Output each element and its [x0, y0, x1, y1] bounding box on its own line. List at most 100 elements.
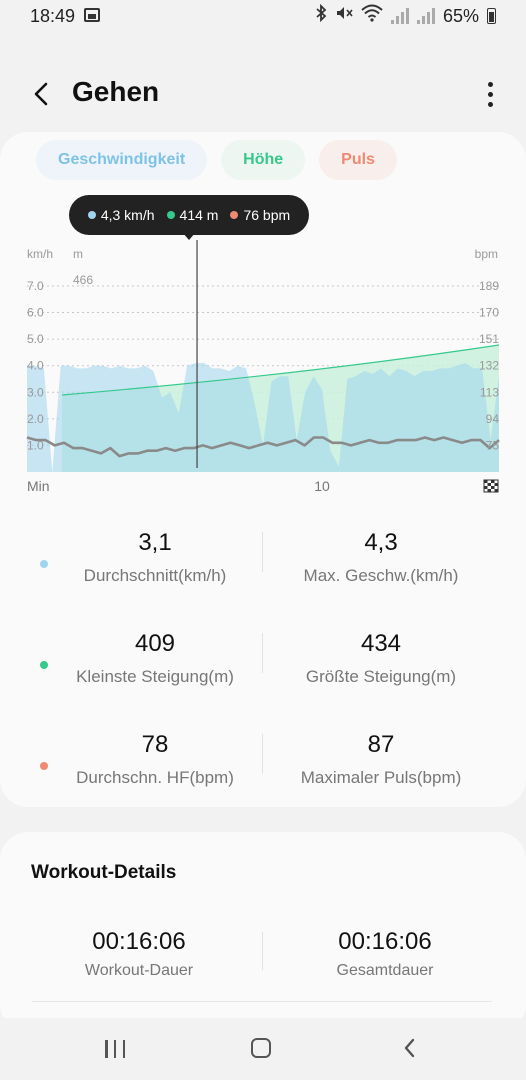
stat-row-heart-rate: 78 Durchschn. HF(bpm) 87 Maximaler Puls(… [0, 728, 526, 818]
right-tick-label: 94 [486, 412, 500, 426]
workout-duration-label: Workout-Dauer [84, 962, 194, 979]
right-tick-label: 113 [480, 385, 499, 399]
stat-label: Größte Steigung(m) [305, 667, 457, 686]
divider [262, 932, 263, 970]
tooltip-speed: 4,3 km/h [87, 207, 155, 223]
total-duration: 00:16:06 Gesamtdauer [270, 928, 500, 980]
stat-label: Kleinste Steigung(m) [76, 667, 234, 686]
left-tick-label: 7.0 [27, 279, 44, 293]
nav-back-button[interactable] [398, 1036, 422, 1060]
altitude-dot-icon [40, 661, 48, 669]
status-time: 18:49 [30, 6, 76, 26]
workout-chart-card: Geschwindigkeit Höhe Puls 4,3 km/h 414 m… [0, 132, 526, 807]
more-dot-icon [487, 101, 493, 107]
home-button[interactable] [251, 1038, 271, 1058]
system-nav-bar [0, 1018, 526, 1080]
speed-dot-icon [87, 211, 96, 219]
stat-max-speed: 4,3 Max. Geschw.(km/h) [266, 526, 496, 586]
chart-tooltip: 4,3 km/h 414 m 76 bpm [69, 195, 309, 235]
back-button[interactable] [22, 74, 62, 114]
divider [262, 633, 263, 673]
image-icon [84, 8, 100, 22]
right-unit-label: bpm [475, 247, 498, 261]
stat-average-speed: 3,1 Durchschnitt(km/h) [40, 526, 270, 586]
wifi-icon [361, 4, 383, 28]
stat-value: 87 [367, 731, 395, 758]
finish-flag-icon [483, 479, 499, 493]
stat-label: Durchschnitt(km/h) [83, 566, 227, 585]
x-axis-start-label: Min [27, 478, 50, 494]
chip-speed[interactable]: Geschwindigkeit [36, 140, 208, 180]
workout-duration: 00:16:06 Workout-Dauer [24, 928, 254, 980]
stat-label: Durchschn. HF(bpm) [76, 768, 234, 787]
left-tick-label: 3.0 [27, 385, 44, 399]
page-title: Gehen [72, 76, 160, 107]
tooltip-pointer [182, 232, 196, 240]
left-tick-label: 5.0 [27, 332, 44, 346]
right-tick-label: 170 [479, 306, 499, 320]
heart-rate-dot-icon [40, 762, 48, 770]
metric-chips: Geschwindigkeit Höhe Puls [36, 140, 397, 180]
tooltip-heart-rate-value: 76 bpm [243, 207, 291, 223]
workout-details-card: Workout-Details 00:16:06 Workout-Dauer 0… [0, 832, 526, 1032]
left-tick-label: 6.0 [27, 306, 44, 320]
recent-bar-icon [105, 1040, 108, 1058]
total-duration-value: 00:16:06 [338, 928, 432, 955]
stat-label: Maximaler Puls(bpm) [300, 768, 462, 787]
tooltip-altitude-value: 414 m [179, 207, 219, 223]
stat-min-altitude: 409 Kleinste Steigung(m) [40, 627, 270, 687]
divider [262, 532, 263, 572]
speed-area [27, 363, 499, 472]
tooltip-speed-value: 4,3 km/h [100, 207, 155, 223]
back-arrow-icon [34, 82, 48, 106]
mute-icon [335, 4, 353, 28]
stat-max-heart-rate: 87 Maximaler Puls(bpm) [266, 728, 496, 788]
right-tick-label: 189 [479, 279, 499, 293]
recent-bar-icon [122, 1040, 125, 1058]
left-tick-label: 1.0 [27, 438, 44, 452]
more-dot-icon [487, 91, 493, 97]
left-unit-label: km/h [27, 247, 53, 261]
signal-icon [390, 8, 409, 24]
status-bar: 18:49 65% [0, 0, 526, 34]
left-axis-ticks: 7.0 6.0 5.0 4.0 3.0 2.0 1.0 [27, 279, 44, 452]
altitude-line [61, 344, 500, 396]
x-axis-mid-label: 10 [314, 478, 330, 494]
recent-apps-button[interactable] [105, 1040, 125, 1058]
stat-value: 434 [360, 630, 402, 657]
battery-percent: 65% [442, 5, 479, 26]
battery-icon [487, 8, 496, 24]
stat-label: Max. Geschw.(km/h) [303, 566, 459, 585]
right-tick-label: 132 [479, 359, 499, 373]
recent-bar-icon [113, 1040, 117, 1058]
tooltip-altitude: 414 m [166, 207, 219, 223]
more-dot-icon [487, 81, 493, 87]
right-tick-label: 75 [486, 438, 500, 452]
chip-altitude[interactable]: Höhe [221, 140, 306, 180]
stat-row-speed: 3,1 Durchschnitt(km/h) 4,3 Max. Geschw.(… [0, 526, 526, 616]
more-options-button[interactable] [478, 76, 502, 112]
left-tick-label: 4.0 [27, 359, 44, 373]
right-axis-ticks: 189 170 151 132 113 94 75 [479, 279, 499, 452]
chip-heart-rate[interactable]: Puls [319, 140, 397, 180]
stat-max-altitude: 434 Größte Steigung(m) [266, 627, 496, 687]
bluetooth-icon [315, 3, 327, 28]
stat-value: 3,1 [138, 529, 172, 556]
app-header: Gehen [0, 60, 526, 128]
altitude-max-label: 466 [73, 273, 93, 287]
tooltip-heart-rate: 76 bpm [230, 207, 290, 223]
right-tick-label: 151 [479, 332, 499, 346]
workout-duration-value: 00:16:06 [92, 928, 186, 955]
section-title: Workout-Details [31, 862, 177, 883]
stat-average-heart-rate: 78 Durchschn. HF(bpm) [40, 728, 270, 788]
stat-value: 78 [141, 731, 169, 758]
speed-dot-icon [40, 560, 48, 568]
altitude-dot-icon [166, 211, 175, 219]
left-unit2-label: m [73, 247, 83, 261]
nav-back-icon [404, 1038, 415, 1058]
stat-value: 4,3 [364, 529, 398, 556]
heart-rate-dot-icon [230, 211, 239, 219]
stat-row-altitude: 409 Kleinste Steigung(m) 434 Größte Stei… [0, 627, 526, 717]
left-tick-label: 2.0 [27, 412, 44, 426]
workout-chart[interactable]: km/h m bpm 466 7.0 6.0 5.0 4.0 3.0 2.0 1.0 189… [0, 240, 526, 502]
